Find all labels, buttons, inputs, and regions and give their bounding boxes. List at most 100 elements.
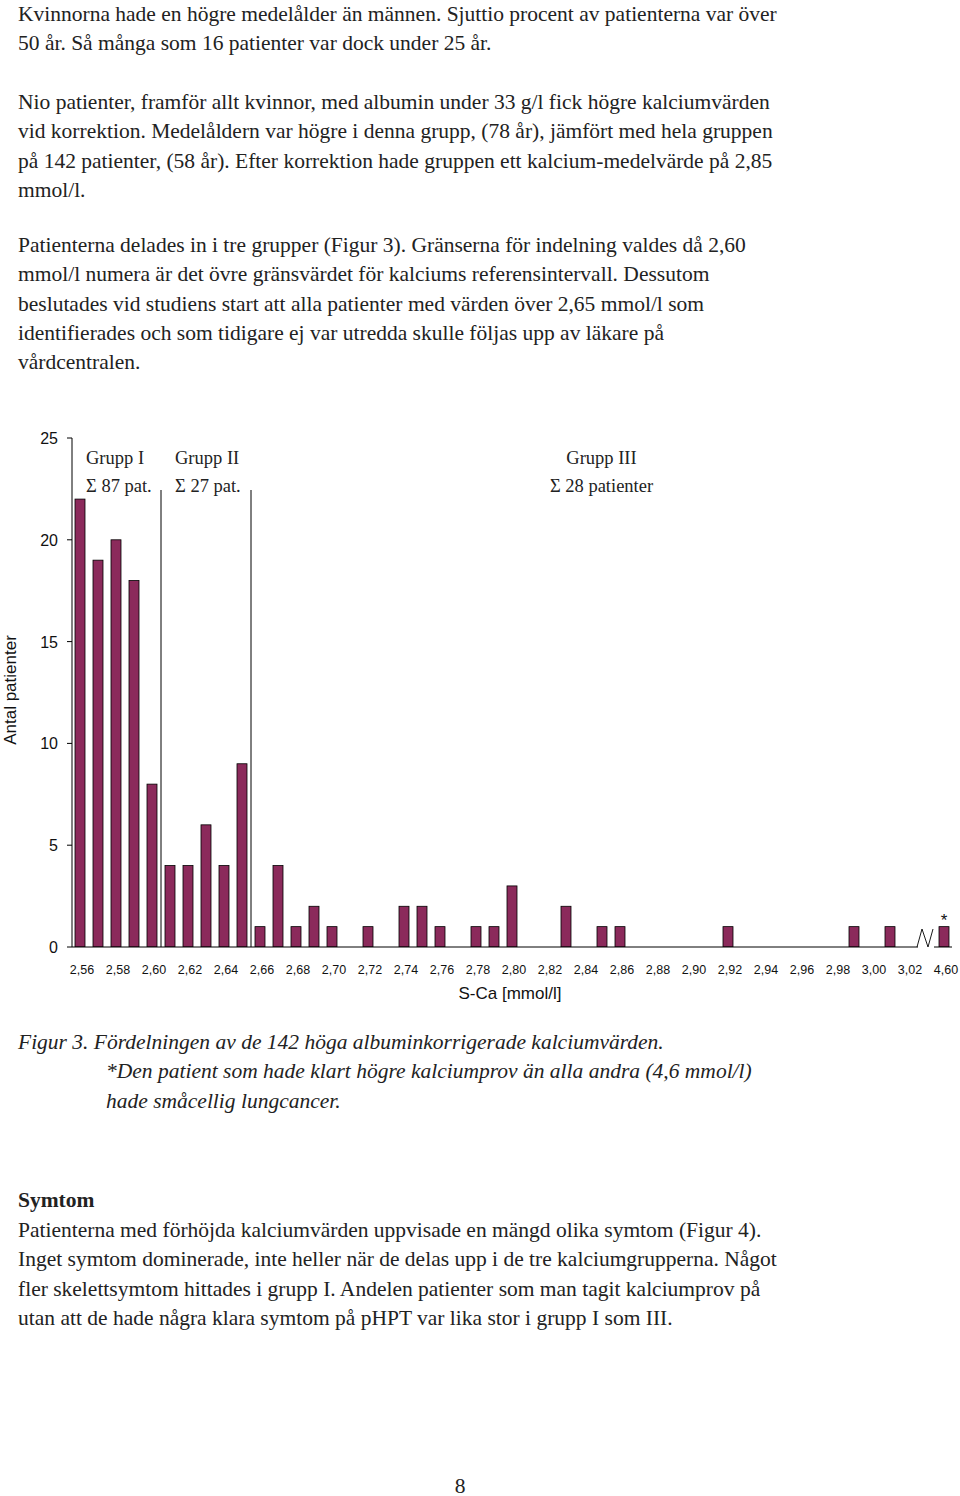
bar [129, 581, 139, 947]
bar [273, 866, 283, 947]
bar [327, 927, 337, 947]
bar [183, 866, 193, 947]
y-tick [67, 743, 72, 744]
caption-line: Figur 3. Fördelningen av de 142 höga alb… [17, 1030, 664, 1054]
x-axis-title: S-Ca [mmol/l] [459, 984, 562, 1003]
section-line: fler skelettsymtom hittades i grupp I. A… [18, 1277, 761, 1301]
paragraph-line: mmol/l. [18, 178, 86, 202]
group-separator [251, 490, 252, 947]
x-tick-label: 2,98 [826, 963, 850, 977]
x-tick-label: 4,60 [934, 963, 958, 977]
group: Grupp I Σ 87 pat. [86, 448, 161, 947]
x-tick-label: 2,74 [394, 963, 418, 977]
x-tick-label: 2,86 [610, 963, 634, 977]
y-axis-title: Antal patienter [1, 635, 20, 745]
bar [363, 927, 373, 947]
bar [255, 927, 265, 947]
paragraph: Kvinnorna hade en högre medelålder än mä… [18, 2, 777, 55]
y-tick-label: 5 [49, 837, 58, 854]
caption-line: hade småcellig lungcancer. [106, 1089, 341, 1113]
paragraph-line: identifierades och som tidigare ej var u… [18, 321, 664, 345]
bar [309, 906, 319, 947]
group-total: Σ 27 pat. [175, 476, 241, 496]
bar [75, 499, 85, 947]
x-tick-label: 2,60 [142, 963, 166, 977]
paragraph-line: Nio patienter, framför allt kvinnor, med… [18, 90, 770, 114]
bar [237, 764, 247, 947]
paragraph-line: mmol/l numera är det övre gränsvärdet fö… [18, 262, 710, 286]
paragraph-line: beslutades vid studiens start att alla p… [18, 292, 704, 316]
x-tick-label: 2,58 [106, 963, 130, 977]
bar [399, 906, 409, 947]
x-tick-label: 2,84 [574, 963, 598, 977]
x-tick-label: 2,62 [178, 963, 202, 977]
group-total: Σ 87 pat. [86, 476, 152, 496]
x-tick-label: 2,76 [430, 963, 454, 977]
bar [939, 927, 949, 947]
bar [435, 927, 445, 947]
y-tick [67, 539, 72, 540]
bar [417, 906, 427, 947]
bar [561, 906, 571, 947]
x-tick-label: 2,68 [286, 963, 310, 977]
x-tick-label: 3,00 [862, 963, 886, 977]
x-tick-label: 2,94 [754, 963, 778, 977]
caption: Figur 3. Fördelningen av de 142 höga alb… [17, 1030, 752, 1113]
bar [111, 540, 121, 947]
bar [291, 927, 301, 947]
y-tick-label: 0 [49, 939, 58, 956]
paragraph-line: vid korrektion. Medelåldern var högre i … [18, 119, 773, 143]
x-tick-label: 2,90 [682, 963, 706, 977]
x-tick-label: 2,92 [718, 963, 742, 977]
x-tick-label: 2,82 [538, 963, 562, 977]
x-tick-label: 2,96 [790, 963, 814, 977]
paragraph-line: på 142 patienter, (58 år). Efter korrekt… [18, 149, 772, 173]
page-number: 8 [455, 1474, 466, 1496]
x-tick-label: 2,56 [70, 963, 94, 977]
group-label: Grupp II [175, 448, 239, 468]
bar [489, 927, 499, 947]
x-tick-label: 2,64 [214, 963, 238, 977]
bar [597, 927, 607, 947]
y-tick-label: 25 [40, 430, 58, 447]
paragraph-line: Patienterna delades in i tre grupper (Fi… [18, 233, 746, 257]
y-axis [72, 438, 73, 947]
group-total: Σ 28 patienter [550, 476, 653, 496]
bar [147, 784, 157, 947]
x-tick-label: 2,70 [322, 963, 346, 977]
group: Grupp II Σ 27 pat. [175, 448, 251, 947]
bar [219, 866, 229, 947]
bars [75, 499, 949, 947]
group-separator [161, 490, 162, 947]
bar [471, 927, 481, 947]
y-tick [67, 947, 72, 948]
y-tick-label: 15 [40, 634, 58, 651]
section-heading: Symtom [18, 1188, 95, 1212]
chart: 05101520252,562,582,602,622,642,662,682,… [1, 430, 958, 1003]
caption-line: *Den patient som hade klart högre kalciu… [106, 1059, 752, 1083]
bar [849, 927, 859, 947]
annotation: * [941, 911, 948, 930]
bar [165, 866, 175, 947]
section-line: Inget symtom dominerade, inte heller när… [18, 1247, 777, 1271]
y-tick-label: 10 [40, 735, 58, 752]
bar [615, 927, 625, 947]
x-tick-label: 2,80 [502, 963, 526, 977]
paragraph-line: Kvinnorna hade en högre medelålder än mä… [18, 2, 777, 26]
y-tick [67, 845, 72, 846]
group: Grupp III Σ 28 patienter [550, 448, 653, 496]
bar [885, 927, 895, 947]
x-tick-label: 2,72 [358, 963, 382, 977]
paragraph: Nio patienter, framför allt kvinnor, med… [18, 90, 773, 202]
y-tick [67, 438, 72, 439]
bar [507, 886, 517, 947]
paragraph-line: 50 år. Så många som 16 patienter var doc… [18, 31, 491, 55]
x-tick-label: 3,02 [898, 963, 922, 977]
x-axis [72, 947, 952, 948]
group-label: Grupp I [86, 448, 144, 468]
section-line: utan att de hade några klara symtom på p… [18, 1306, 673, 1330]
group-label: Grupp III [566, 448, 636, 468]
paragraph-line: vårdcentralen. [18, 350, 140, 374]
y-tick [67, 641, 72, 642]
bar [723, 927, 733, 947]
